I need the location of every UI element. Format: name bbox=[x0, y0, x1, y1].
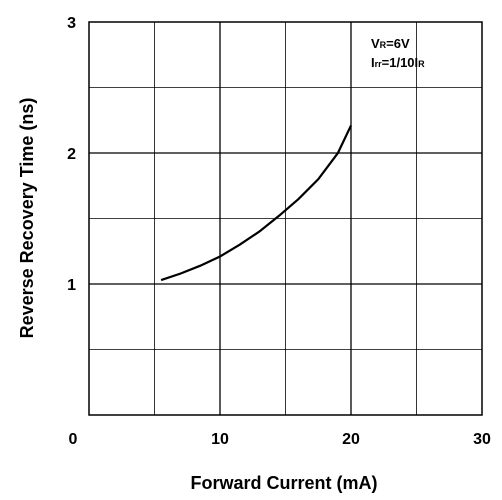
x-tick-labels: 0 10 20 30 bbox=[69, 431, 491, 448]
annotation-irr-mid: =1/10I bbox=[382, 55, 419, 70]
annotation-irr-main: I bbox=[371, 55, 375, 70]
annotation-vr-sub: R bbox=[380, 40, 387, 50]
plot-frame bbox=[88, 21, 483, 416]
x-tick-label: 30 bbox=[473, 431, 491, 448]
grid bbox=[89, 22, 482, 415]
y-axis-label: Reverse Recovery Time (ns) bbox=[17, 98, 37, 339]
x-tick-label: 20 bbox=[342, 431, 360, 448]
annotation-irr-sub2: R bbox=[418, 59, 425, 69]
annotation-vr: VR=6V bbox=[371, 36, 410, 51]
annotation-vr-main: V bbox=[371, 36, 380, 51]
annotation-irr-sub: rr bbox=[375, 59, 383, 69]
annotation-irr: Irr=1/10IR bbox=[371, 55, 425, 70]
x-axis-label: Forward Current (mA) bbox=[190, 473, 377, 493]
y-tick-labels: 1 2 3 bbox=[67, 15, 76, 294]
x-tick-label: 0 bbox=[69, 431, 78, 448]
y-tick-label: 1 bbox=[67, 277, 76, 294]
y-tick-label: 2 bbox=[67, 146, 76, 163]
annotation-vr-value: =6V bbox=[386, 36, 410, 51]
series-line bbox=[160, 125, 352, 282]
y-tick-label: 3 bbox=[67, 15, 76, 32]
x-tick-label: 10 bbox=[211, 431, 229, 448]
